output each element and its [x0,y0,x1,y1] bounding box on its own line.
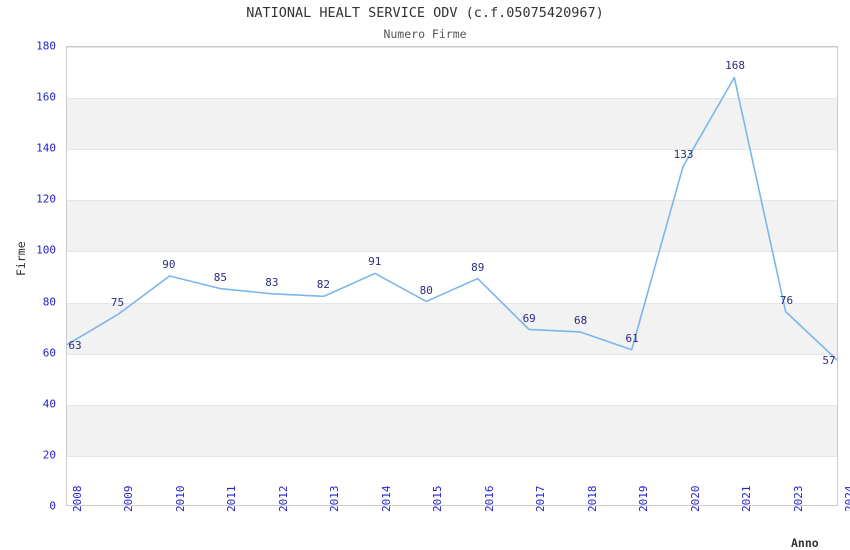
y-tick-label: 100 [36,243,56,257]
x-tick-label: 2021 [740,485,754,513]
data-label: 68 [574,314,588,328]
x-tick-label: 2010 [173,485,187,513]
y-tick-label: 0 [49,499,56,513]
gridline [67,98,837,99]
data-label: 63 [68,339,82,352]
data-label: 91 [368,255,382,269]
plot-area [66,46,838,506]
data-label: 168 [725,58,745,72]
x-tick-label: 2019 [637,485,651,513]
data-label: 82 [316,278,330,292]
chart-subtitle: Numero Firme [383,27,467,41]
data-label: 76 [779,293,794,307]
x-tick-label: 2016 [482,485,496,513]
chart-title: NATIONAL HEALT SERVICE ODV (c.f.05075420… [246,5,604,21]
y-tick-label: 120 [36,192,56,206]
data-label: 133 [673,148,694,162]
x-tick-label: 2018 [585,485,599,513]
x-tick-label: 2017 [534,485,548,513]
gridline [67,149,837,150]
data-label: 61 [625,332,639,346]
x-tick-label: 2024 [843,485,850,513]
y-tick-label: 40 [42,397,56,411]
gridline [67,303,837,304]
plot-band [67,98,837,150]
x-tick-label: 2008 [71,485,84,513]
x-tick-label: 2020 [688,485,702,513]
gridline [67,456,837,457]
y-tick-label: 20 [42,448,56,462]
x-tick-label: 2009 [122,485,136,513]
gridline [67,251,837,252]
series-line [67,76,837,361]
y-tick-label: 140 [36,141,56,155]
x-tick-label: 2015 [431,485,445,513]
gridline [67,405,837,406]
x-tick-label: 2014 [379,485,393,513]
x-tick-label: 2023 [791,485,805,513]
plot-band [67,404,837,456]
y-tick-label: 80 [42,295,56,309]
x-axis-title: Anno [791,536,819,550]
y-tick-label: 180 [36,39,56,53]
y-tick-label: 160 [36,90,56,104]
data-label: 80 [419,283,433,297]
gridline [67,354,837,355]
data-label: 57 [822,354,836,368]
data-label: 89 [471,260,485,274]
data-label: 85 [213,270,228,284]
line-series [67,76,837,361]
data-label: 69 [522,311,536,325]
data-label: 90 [162,258,176,271]
x-tick-label: 2013 [328,485,342,513]
gridline [67,200,837,201]
y-tick-label: 60 [42,346,56,360]
plot-band [67,302,837,354]
x-tick-label: 2011 [225,485,239,513]
data-label: 83 [265,275,279,289]
x-tick-label: 2012 [276,485,290,513]
gridline [67,47,837,48]
plot-band [67,200,837,252]
data-label: 75 [110,296,125,310]
